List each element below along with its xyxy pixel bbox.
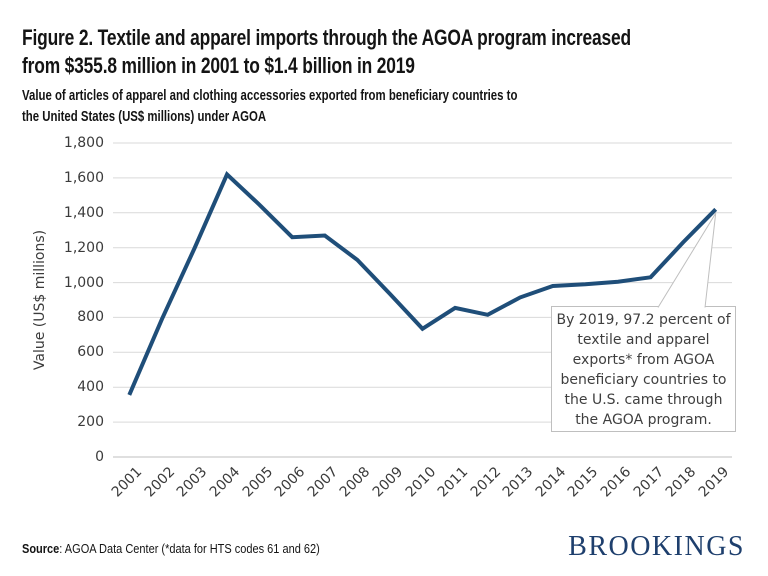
figure-subtitle-line-1: Value of articles of apparel and clothin… [22,87,518,104]
source-text: : AGOA Data Center (*data for HTS codes … [59,542,320,556]
y-tick-label: 800 [77,309,104,326]
y-tick-label: 400 [77,379,104,396]
y-tick-label: 1,800 [63,135,104,151]
callout-line: By 2019, 97.2 percent of [556,312,731,328]
y-tick-label: 1,600 [63,169,104,186]
y-tick-label: 200 [77,414,104,431]
source-note: Source: AGOA Data Center (*data for HTS … [22,542,320,556]
y-tick-label: 0 [95,449,104,465]
callout-line: exports* from AGOA [572,352,715,368]
figure-title-line-2: from $355.8 million in 2001 to $1.4 bill… [22,53,415,78]
callout-line: beneficiary countries to [560,372,727,388]
callout-line: the AGOA program. [575,412,712,428]
chart-header: Figure 2. Textile and apparel imports th… [22,24,768,127]
source-label: Source [22,542,60,556]
y-tick-label: 1,000 [63,274,104,291]
figure-subtitle-line-2: the United States (US$ millions) under A… [22,108,267,125]
figure-title: Figure 2. Textile and apparel imports th… [22,24,768,80]
callout-line: the U.S. came through [564,392,723,408]
y-tick-label: 1,400 [63,204,104,221]
data-line [127,171,718,396]
brookings-logo: BROOKINGS [568,531,745,562]
callout-annotation: By 2019, 97.2 percent of textile and app… [551,306,736,432]
figure-title-line-1: Figure 2. Textile and apparel imports th… [22,25,631,50]
figure-subtitle: Value of articles of apparel and clothin… [22,86,768,127]
callout-line: textile and apparel [577,332,710,348]
y-tick-label: 600 [77,344,104,361]
y-tick-label: 1,200 [63,239,104,256]
